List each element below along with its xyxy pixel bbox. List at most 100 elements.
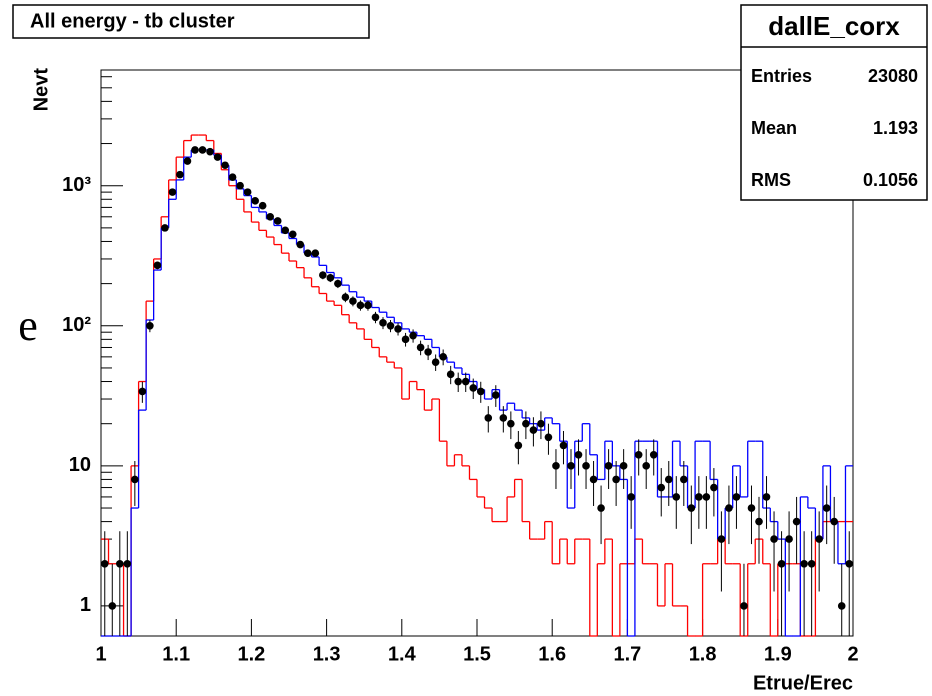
x-tick-label: 1.1	[162, 643, 190, 665]
data-point	[191, 146, 199, 154]
data-point	[228, 173, 237, 182]
data-point	[469, 384, 478, 392]
chart-title: All energy - tb cluster	[30, 10, 235, 32]
data-point	[582, 462, 590, 470]
data-point	[770, 535, 778, 543]
data-point	[762, 493, 771, 501]
stats-value: 23080	[868, 66, 918, 86]
x-tick-label: 1.4	[388, 643, 417, 665]
data-point	[168, 188, 177, 196]
data-point	[334, 279, 342, 288]
x-tick-label: 1.7	[613, 643, 641, 665]
data-point	[792, 517, 801, 526]
data-point	[755, 517, 763, 526]
data-point	[266, 212, 275, 221]
data-point	[777, 559, 786, 568]
data-point	[717, 535, 726, 543]
data-point	[664, 475, 673, 484]
data-point	[446, 370, 455, 379]
data-point	[161, 224, 169, 232]
data-point	[695, 493, 703, 501]
data-point	[454, 377, 463, 386]
data-point	[424, 348, 432, 356]
data-point	[537, 419, 545, 428]
stats-label: Entries	[751, 66, 812, 86]
x-axis-label: Etrue/Erec	[753, 672, 853, 694]
data-point	[492, 391, 500, 399]
data-point	[544, 433, 553, 442]
data-point	[386, 321, 395, 330]
stats-value: 0.1056	[863, 170, 918, 190]
data-point	[236, 181, 244, 190]
data-point	[394, 325, 402, 333]
data-point	[401, 335, 410, 344]
y-tick-label: 1	[80, 594, 91, 616]
stats-label: RMS	[751, 170, 791, 190]
data-point	[552, 462, 560, 470]
data-point	[356, 301, 365, 310]
stray-text: e	[18, 301, 38, 350]
data-point	[364, 301, 372, 310]
data-point	[296, 240, 305, 249]
data-point	[131, 475, 139, 484]
data-point	[657, 483, 666, 492]
data-point	[800, 559, 808, 568]
data-point	[589, 475, 598, 484]
data-point	[680, 475, 688, 484]
data-point	[815, 535, 823, 543]
data-point	[567, 462, 575, 470]
data-point	[499, 414, 508, 422]
data-point	[710, 483, 718, 492]
x-tick-label: 1.8	[689, 643, 717, 665]
data-point	[281, 226, 290, 235]
data-point	[349, 297, 357, 305]
data-point	[341, 293, 350, 301]
data-point	[740, 602, 748, 610]
data-point	[243, 188, 252, 196]
data-point	[221, 161, 229, 170]
data-point	[198, 146, 207, 154]
title-box	[12, 4, 370, 39]
data-point	[830, 517, 838, 526]
data-point	[123, 559, 132, 568]
data-point	[288, 230, 297, 239]
data-point	[431, 358, 440, 366]
data-point	[845, 559, 854, 568]
stats-box	[740, 4, 928, 201]
data-point	[108, 602, 117, 610]
data-point	[206, 147, 214, 156]
x-tick-label: 1.6	[538, 643, 566, 665]
data-point	[484, 414, 493, 422]
data-point	[311, 249, 320, 257]
data-point	[559, 441, 568, 450]
data-point	[807, 559, 816, 568]
data-point	[672, 493, 681, 501]
data-point	[213, 153, 222, 161]
data-point	[642, 462, 650, 470]
data-point	[183, 157, 192, 165]
data-point	[100, 559, 109, 568]
data-point	[116, 559, 124, 568]
data-point	[416, 343, 425, 352]
x-tick-label: 1.5	[463, 643, 491, 665]
data-point	[507, 419, 515, 428]
x-tick-label: 1.3	[313, 643, 341, 665]
data-point	[273, 217, 282, 225]
data-point	[619, 462, 628, 470]
data-point	[326, 274, 335, 282]
x-tick-label: 1.9	[764, 643, 792, 665]
data-point	[702, 493, 711, 501]
data-point	[153, 261, 162, 270]
data-point	[476, 387, 485, 396]
data-point	[597, 504, 605, 512]
data-point	[379, 319, 387, 327]
data-point	[574, 450, 583, 459]
x-tick-label: 1.2	[237, 643, 265, 665]
y-tick-label: 10²	[62, 314, 91, 336]
data-point	[409, 331, 417, 340]
data-point	[371, 313, 380, 322]
data-point	[732, 493, 741, 501]
x-tick-label: 2	[847, 643, 858, 665]
y-tick-label: 10	[69, 454, 91, 476]
